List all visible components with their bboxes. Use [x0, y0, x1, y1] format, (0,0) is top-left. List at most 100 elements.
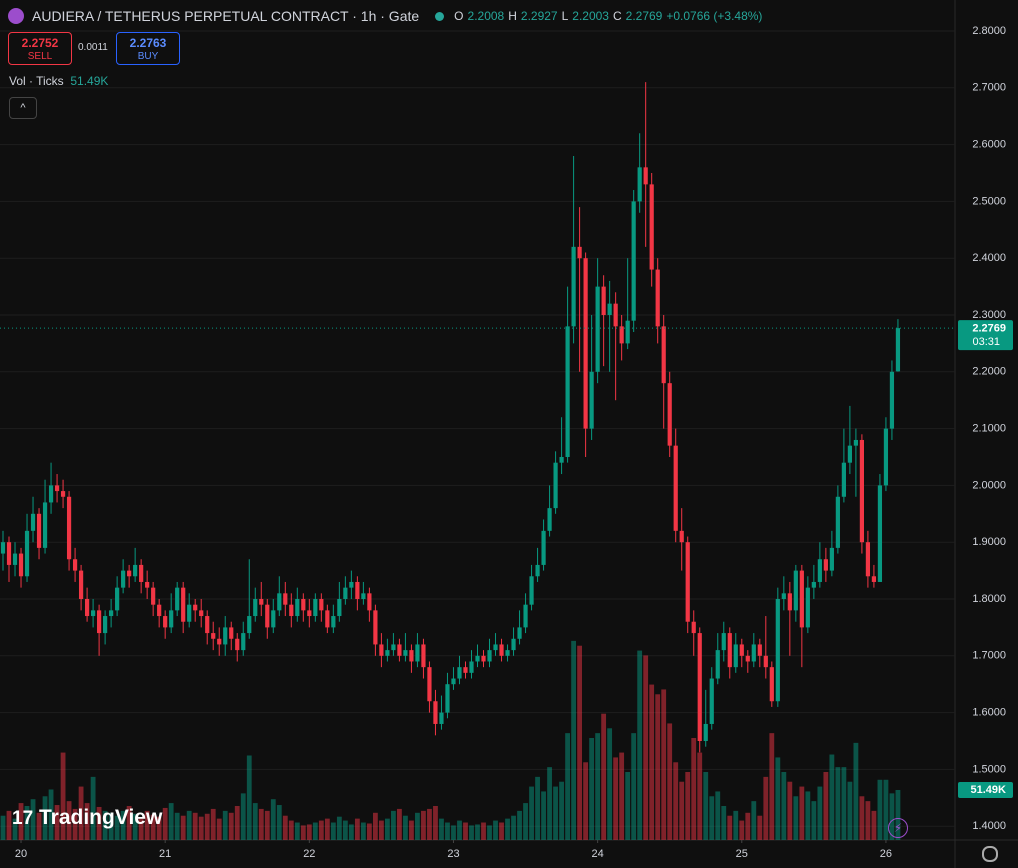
candle-body — [289, 604, 294, 617]
volume-bar — [775, 757, 781, 840]
volume-bar — [421, 810, 426, 840]
candle-body — [739, 644, 744, 656]
volume-bar — [793, 796, 799, 840]
volume-bar — [739, 820, 745, 840]
alert-icon[interactable]: ⚡ — [888, 818, 908, 838]
low-label: L — [561, 9, 569, 23]
volume-bar — [895, 789, 901, 840]
sell-button[interactable]: 2.2752 SELL — [8, 32, 72, 65]
candle-body — [727, 633, 732, 668]
volume-bar — [385, 818, 390, 840]
volume-bar — [469, 825, 474, 840]
volume-bar — [757, 815, 763, 840]
candle-body — [709, 678, 714, 724]
volume-bar — [366, 823, 372, 840]
candle-body — [889, 371, 895, 429]
candle-body — [48, 485, 54, 503]
candle-body — [799, 570, 804, 628]
y-tick-label: 2.5000 — [972, 195, 1006, 207]
candle-body — [109, 610, 114, 617]
volume-bar — [571, 640, 577, 840]
symbol-title[interactable]: AUDIERA / TETHERUS PERPETUAL CONTRACT · … — [32, 8, 420, 24]
volume-bar — [559, 781, 564, 840]
volume-bar — [745, 812, 751, 840]
sell-price: 2.2752 — [21, 36, 59, 50]
candle-body — [679, 530, 684, 543]
volume-bar — [72, 808, 78, 840]
volume-bar — [192, 812, 198, 840]
buy-price: 2.2763 — [129, 36, 167, 50]
volume-bar — [505, 818, 510, 840]
x-tick-label: 24 — [592, 848, 604, 860]
candle-body — [385, 650, 390, 656]
candle-body — [157, 604, 162, 617]
candle-body — [295, 599, 300, 617]
candle-body — [511, 638, 516, 651]
collapse-button[interactable]: ^ — [9, 97, 37, 119]
volume-bar — [84, 803, 90, 840]
candle-body — [439, 712, 444, 724]
candle-body — [859, 439, 865, 543]
volume-bar — [613, 757, 619, 840]
candle-body — [361, 593, 366, 600]
candle-body — [829, 547, 834, 571]
volume-bar — [805, 791, 811, 840]
candle-body — [193, 604, 198, 611]
candle-body — [823, 559, 828, 571]
candle-body — [643, 167, 648, 185]
candle-body — [847, 445, 852, 463]
candle-body — [685, 542, 690, 622]
volume-bar — [403, 815, 408, 840]
candle-body — [259, 599, 264, 605]
candle-body — [841, 462, 846, 497]
candle-body — [349, 581, 354, 588]
candle-body — [469, 661, 474, 673]
candle-body — [103, 616, 108, 634]
volume-bar — [168, 803, 174, 840]
volume-bar — [493, 820, 498, 840]
volume-bar — [475, 824, 480, 840]
volume-bar — [90, 776, 96, 840]
volume-bar — [409, 820, 414, 840]
volume-bar — [595, 733, 601, 840]
candle-body — [247, 616, 252, 634]
candle-body — [571, 246, 576, 327]
candle-body — [307, 610, 312, 617]
candle-body — [90, 610, 96, 617]
candle-body — [54, 485, 60, 492]
candle-body — [199, 610, 204, 617]
volume-bar — [853, 742, 859, 840]
volume-bar — [655, 694, 661, 840]
volume-bar — [348, 824, 354, 840]
y-tick-label: 2.0000 — [972, 479, 1006, 491]
candle-body — [499, 644, 504, 656]
volume-bar — [216, 818, 222, 840]
volume-bar — [415, 812, 420, 840]
y-tick-label: 1.4000 — [972, 820, 1006, 832]
volume-bar — [877, 779, 883, 840]
volume-bar — [228, 812, 234, 840]
candle-body — [523, 604, 528, 628]
volume-bar — [523, 803, 528, 840]
y-tick-label: 2.1000 — [972, 423, 1006, 435]
volume-bar — [36, 812, 42, 840]
volume-bar — [360, 822, 366, 840]
buy-button[interactable]: 2.2763 BUY — [116, 32, 180, 65]
change: +0.0766 (+3.48%) — [666, 9, 763, 23]
candle-body — [619, 326, 624, 344]
volume-bar — [601, 713, 607, 840]
volume-value: 51.49K — [70, 74, 109, 88]
candle-body — [97, 610, 102, 634]
candle-body — [517, 627, 522, 639]
volume-bar — [697, 752, 703, 840]
settings-icon[interactable] — [982, 846, 998, 862]
candle-body — [343, 587, 348, 600]
candle-body — [427, 667, 432, 702]
candle-body — [42, 502, 48, 548]
candle-body — [241, 633, 246, 651]
volume-bar — [378, 820, 384, 840]
candle-body — [36, 513, 42, 548]
volume-bar — [583, 762, 589, 840]
volume-bar — [397, 808, 402, 840]
